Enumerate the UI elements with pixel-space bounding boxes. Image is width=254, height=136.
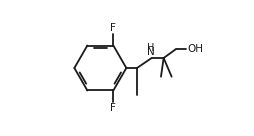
Text: N: N <box>147 47 155 57</box>
Text: F: F <box>110 103 116 113</box>
Text: OH: OH <box>187 44 203 54</box>
Text: H: H <box>147 43 155 53</box>
Text: F: F <box>110 23 116 33</box>
